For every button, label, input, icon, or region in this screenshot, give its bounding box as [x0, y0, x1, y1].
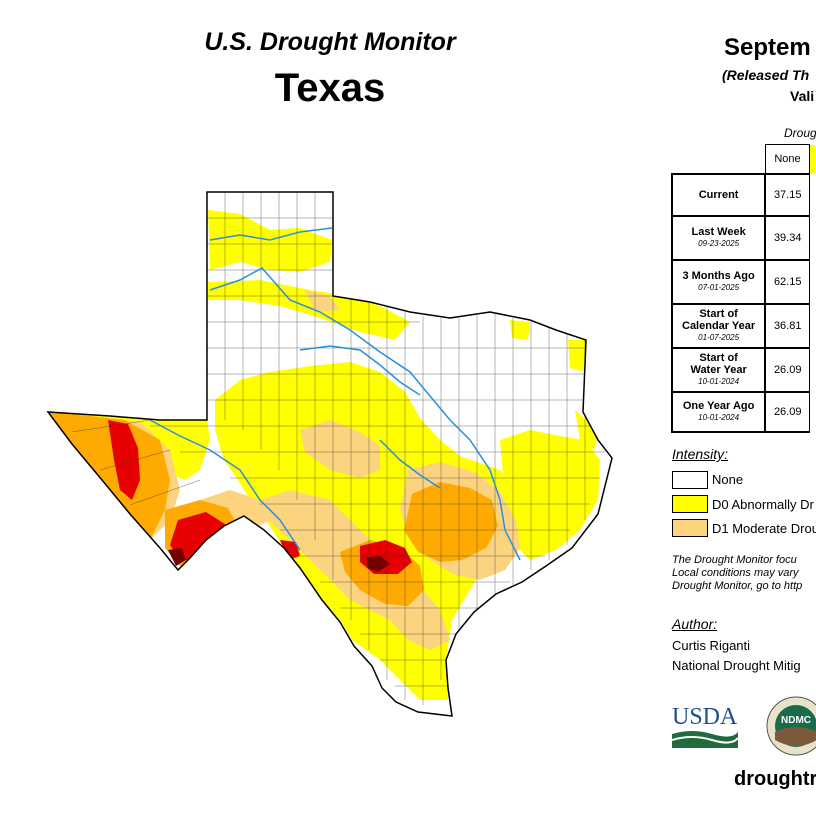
- disclaimer-note: The Drought Monitor focu Local condition…: [672, 554, 803, 592]
- legend-swatch-d1: [672, 519, 708, 537]
- author-heading: Author:: [672, 616, 718, 632]
- row-label: Current: [670, 173, 767, 217]
- state-name: Texas: [274, 66, 386, 110]
- website-url[interactable]: droughtr: [734, 768, 816, 790]
- table-row: Current 37.15: [670, 173, 815, 217]
- table-row: Last Week 09-23-2025 39.34: [670, 215, 815, 261]
- legend-label-d1: D1 Moderate Drou: [712, 521, 816, 536]
- row-value: 62.15: [764, 259, 811, 305]
- valid-text: Vali: [790, 88, 815, 104]
- table-header-row: None: [672, 144, 815, 175]
- author-name: Curtis Riganti: [672, 638, 751, 653]
- row-label: Start of Calendar Year 01-07-2025: [670, 303, 767, 349]
- map-title: U.S. Drought Monitor: [204, 28, 456, 56]
- svg-text:NDMC: NDMC: [781, 715, 811, 726]
- table-row: One Year Ago 10-01-2024 26.09: [670, 391, 815, 433]
- ndmc-logo: NDMC: [766, 696, 816, 756]
- row-label: One Year Ago 10-01-2024: [670, 391, 767, 433]
- usda-logo: USDA: [672, 704, 738, 748]
- texas-drought-map: [46, 191, 613, 717]
- row-label: Start of Water Year 10-01-2024: [670, 347, 767, 393]
- drought-conditions-header: Drough: [784, 126, 816, 140]
- legend-swatch-d0: [672, 495, 708, 513]
- row-value: 37.15: [764, 173, 811, 217]
- row-value: 39.34: [764, 215, 811, 261]
- table-row: 3 Months Ago 07-01-2025 62.15: [670, 259, 815, 305]
- drought-statistics-table: None Current 37.15 Last Week 09-23-2025 3…: [670, 144, 816, 433]
- legend-label-none: None: [712, 472, 744, 487]
- svg-text:USDA: USDA: [672, 704, 738, 730]
- author-organization: National Drought Mitig: [672, 658, 801, 673]
- column-none: None: [764, 144, 811, 175]
- released-text: (Released Th: [722, 67, 810, 83]
- row-value: 26.09: [764, 391, 811, 433]
- legend-label-d0: D0 Abnormally Dr: [712, 497, 814, 512]
- intensity-legend-title: Intensity:: [672, 446, 729, 462]
- legend-swatch-none: [672, 471, 708, 489]
- row-value: 26.09: [764, 347, 811, 393]
- date-heading: Septem: [724, 34, 811, 61]
- row-label: Last Week 09-23-2025: [670, 215, 767, 261]
- row-value: 36.81: [764, 303, 811, 349]
- table-row: Start of Calendar Year 01-07-2025 36.81: [670, 303, 815, 349]
- table-row: Start of Water Year 10-01-2024 26.09: [670, 347, 815, 393]
- row-label: 3 Months Ago 07-01-2025: [670, 259, 767, 305]
